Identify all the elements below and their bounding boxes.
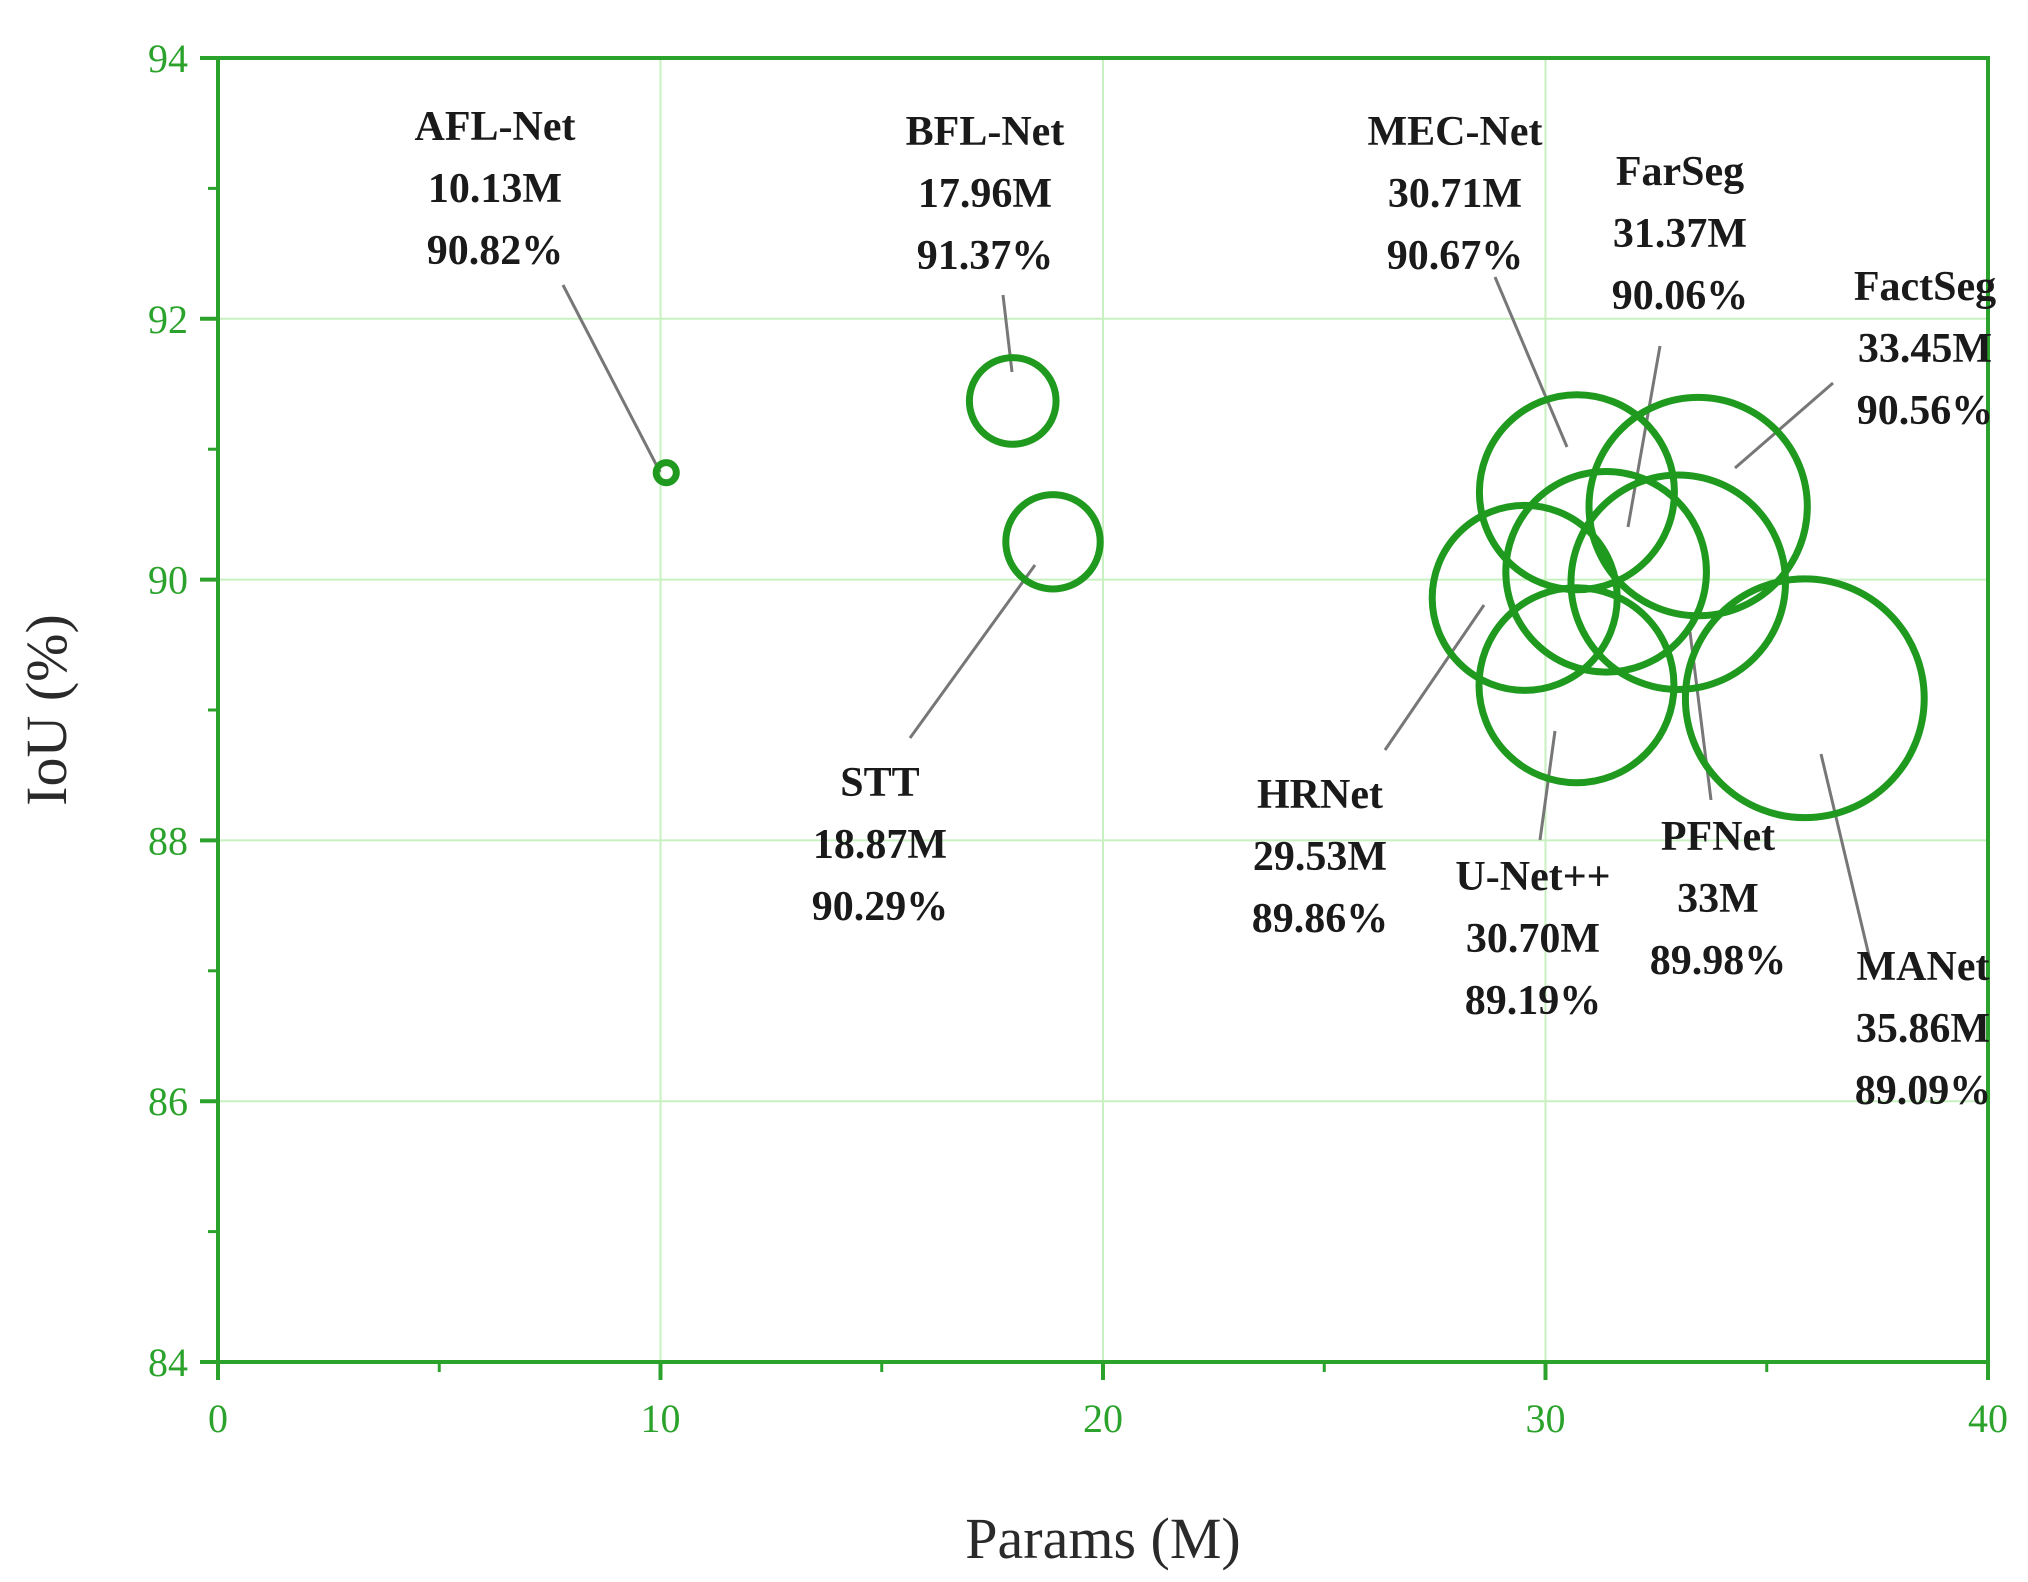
label-iou: 89.09%: [1855, 1068, 1992, 1114]
x-tick-label: 20: [1083, 1396, 1123, 1441]
leader-line-hrnet: [1383, 604, 1486, 751]
point-factseg: [1585, 393, 1811, 620]
data-points: [652, 354, 1928, 822]
point-afl-net: [652, 459, 680, 487]
x-tick-label: 40: [1968, 1396, 2008, 1441]
label-params: 29.53M: [1253, 834, 1387, 880]
y-tick-label: 92: [148, 297, 188, 342]
label-name: BFL-Net: [906, 109, 1065, 155]
point-label-afl-net: AFL-Net 10.13M 90.82%: [415, 104, 576, 274]
label-name: AFL-Net: [415, 104, 576, 150]
label-params: 33.45M: [1858, 326, 1992, 372]
grid-lines: [218, 58, 1988, 1362]
x-axis-title: Params (M): [965, 1506, 1240, 1571]
axis-ticks: 0 10 20 30 40 84 86 88 90 92 94: [148, 36, 2008, 1441]
x-tick-label: 10: [641, 1396, 681, 1441]
label-params: 10.13M: [428, 166, 562, 212]
point-labels: AFL-Net 10.13M 90.82% BFL-Net 17.96M 91.37% ST…: [415, 104, 1997, 1114]
point-manet: [1681, 575, 1928, 822]
label-name: STT: [840, 760, 919, 806]
point-unetpp: [1475, 584, 1678, 787]
label-iou: 89.86%: [1252, 896, 1389, 942]
point-label-stt: STT 18.87M 90.29%: [812, 760, 949, 930]
leader-line-stt: [908, 564, 1037, 739]
label-iou: 90.29%: [812, 884, 949, 930]
leader-line-farseg: [1626, 345, 1662, 528]
label-params: 31.37M: [1613, 211, 1747, 257]
label-name: FactSeg: [1854, 264, 1996, 310]
point-label-manet: MANet 35.86M 89.09%: [1855, 944, 1992, 1114]
label-iou: 89.19%: [1465, 978, 1602, 1024]
x-tick-label: 30: [1526, 1396, 1566, 1441]
label-iou: 90.06%: [1612, 273, 1749, 319]
label-iou: 90.56%: [1857, 388, 1994, 434]
label-params: 17.96M: [918, 171, 1052, 217]
point-label-mec-net: MEC-Net 30.71M 90.67%: [1368, 109, 1543, 279]
label-iou: 90.82%: [427, 228, 564, 274]
point-label-unetpp: U-Net++ 30.70M 89.19%: [1455, 854, 1610, 1024]
point-stt: [1002, 491, 1104, 593]
point-bfl-net: [965, 354, 1060, 448]
label-params: 33M: [1677, 876, 1759, 922]
point-hrnet: [1428, 501, 1621, 694]
leader-line-mec-net: [1493, 276, 1569, 448]
point-farseg: [1502, 467, 1710, 676]
label-iou: 90.67%: [1387, 233, 1524, 279]
point-label-pfnet: PFNet 33M 89.98%: [1650, 814, 1787, 984]
label-name: FarSeg: [1616, 149, 1744, 195]
leader-line-afl-net: [561, 284, 662, 473]
label-params: 35.86M: [1856, 1006, 1990, 1052]
point-label-factseg: FactSeg 33.45M 90.56%: [1854, 264, 1996, 434]
label-name: U-Net++: [1455, 854, 1610, 900]
x-tick-label: 0: [208, 1396, 228, 1441]
y-axis-title: IoU (%): [14, 614, 79, 806]
label-params: 30.70M: [1466, 916, 1600, 962]
label-params: 30.71M: [1388, 171, 1522, 217]
label-iou: 89.98%: [1650, 938, 1787, 984]
y-tick-label: 88: [148, 818, 188, 863]
label-name: PFNet: [1661, 814, 1775, 860]
label-params: 18.87M: [813, 822, 947, 868]
point-label-bfl-net: BFL-Net 17.96M 91.37%: [906, 109, 1065, 279]
label-name: HRNet: [1257, 772, 1383, 818]
label-name: MEC-Net: [1368, 109, 1543, 155]
y-tick-label: 86: [148, 1079, 188, 1124]
label-name: MANet: [1857, 944, 1990, 990]
leader-line-factseg: [1734, 381, 1834, 470]
y-tick-label: 90: [148, 558, 188, 603]
point-label-farseg: FarSeg 31.37M 90.06%: [1612, 149, 1749, 319]
leader-line-unetpp: [1538, 730, 1557, 841]
y-tick-label: 94: [148, 36, 188, 81]
leader-line-manet: [1819, 753, 1872, 961]
y-tick-label: 84: [148, 1340, 188, 1385]
label-iou: 91.37%: [917, 233, 1054, 279]
point-label-hrnet: HRNet 29.53M 89.86%: [1252, 772, 1389, 942]
